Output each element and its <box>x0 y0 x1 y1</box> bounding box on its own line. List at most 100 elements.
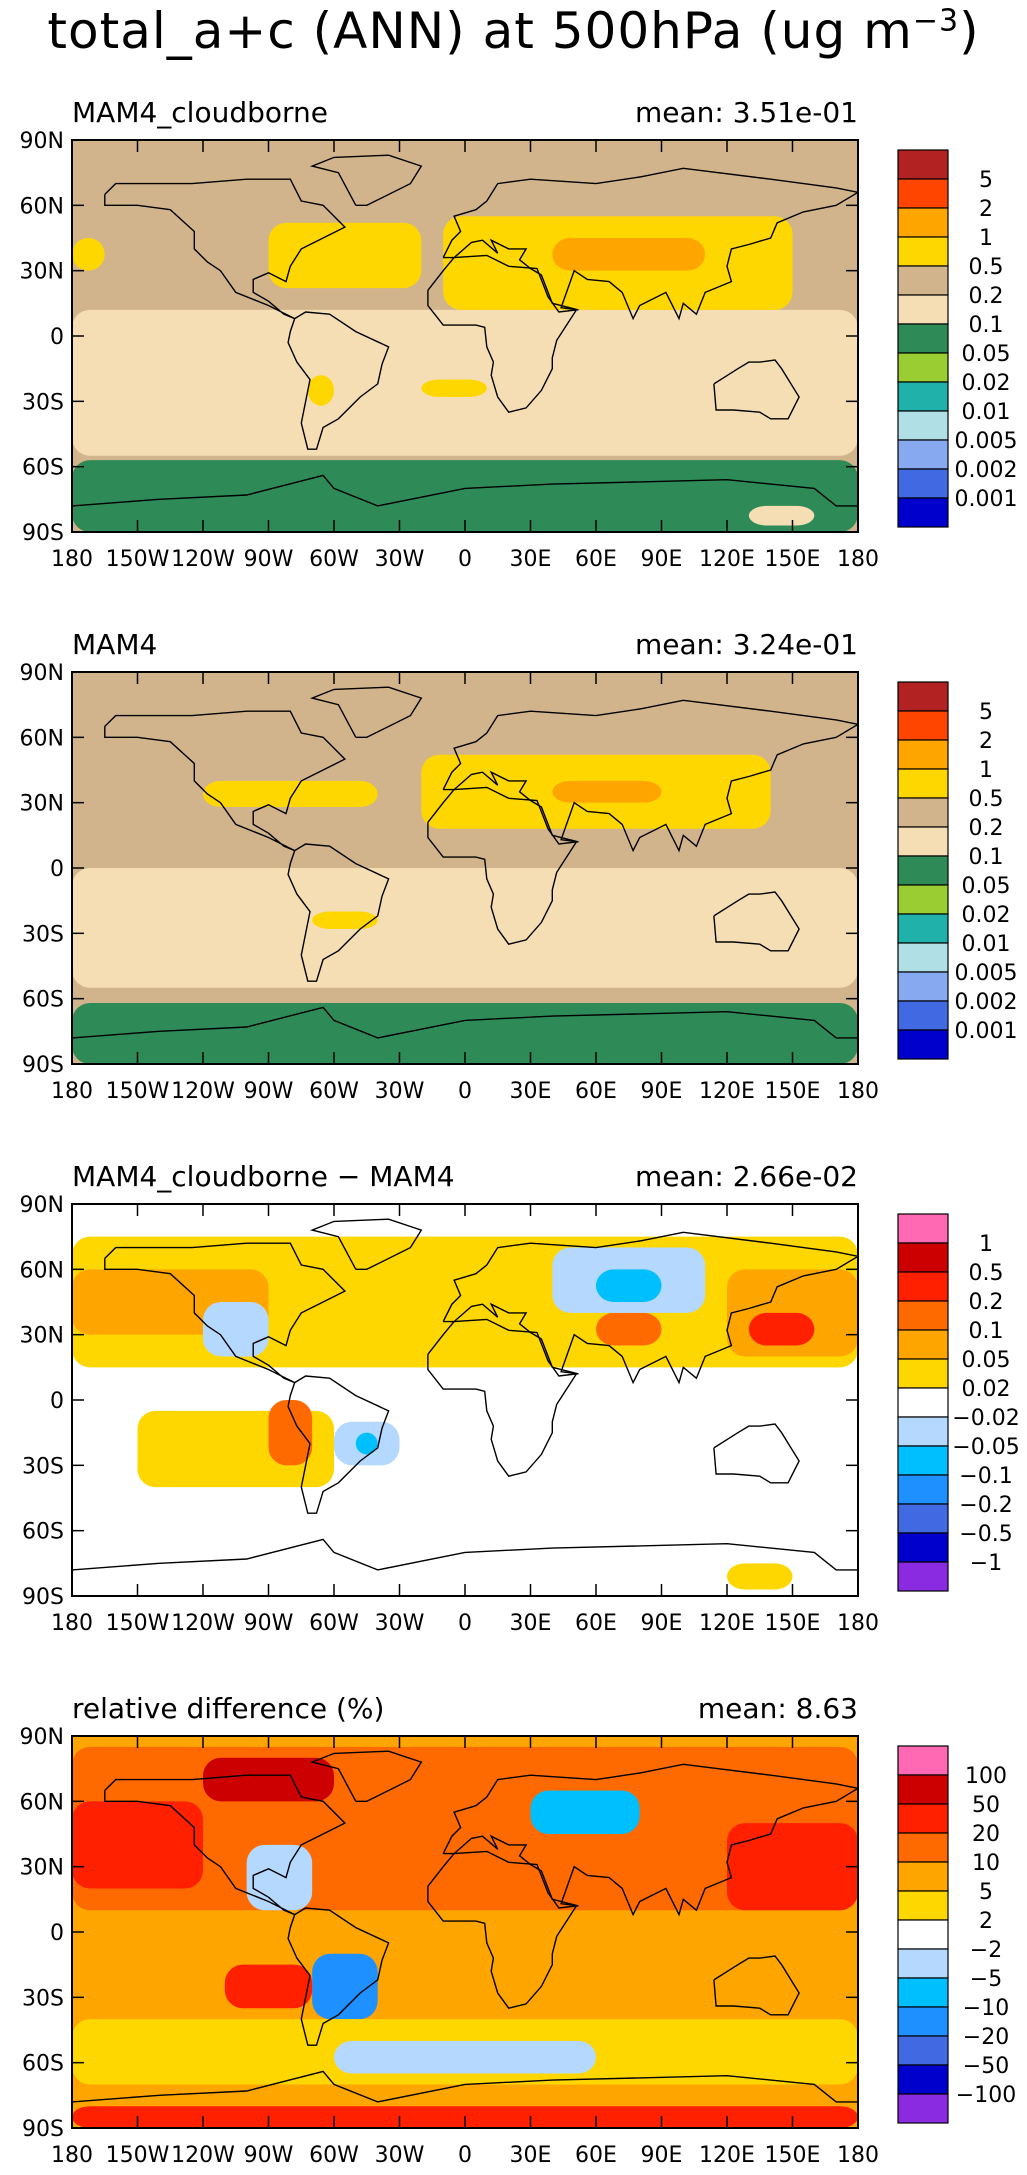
coastline <box>713 1955 800 2016</box>
x-tick-label: 90W <box>244 1611 294 1636</box>
x-tick-label: 120E <box>699 1611 755 1636</box>
panel-title: MAM4_cloudborne <box>72 96 328 129</box>
figure-title-close: ) <box>959 2 980 60</box>
coastline <box>104 1242 347 1384</box>
legend-label: 0.002 <box>955 990 1018 1015</box>
x-tick-label: 150E <box>765 1079 821 1104</box>
legend-swatch <box>897 1029 949 1060</box>
panel-mean: mean: 3.51e-01 <box>635 96 858 129</box>
legend-label: 0.005 <box>955 961 1018 986</box>
x-tick-label: 120W <box>171 547 235 572</box>
legend-label: 0.05 <box>962 874 1011 899</box>
map-field <box>72 1736 858 2128</box>
coastline <box>442 1231 858 1385</box>
legend-swatch <box>897 1890 949 1921</box>
legend-label: −0.02 <box>952 1406 1019 1431</box>
legend-label: −100 <box>956 2083 1016 2108</box>
legend-label: 0.1 <box>969 1319 1004 1344</box>
y-tick-label: 90N <box>20 661 64 686</box>
field-region <box>268 222 422 289</box>
x-tick-label: 90E <box>641 1079 683 1104</box>
legend-swatch <box>897 710 949 741</box>
panel-title: MAM4 <box>72 628 157 661</box>
legend-label: 0.01 <box>962 400 1011 425</box>
x-tick-label: 120E <box>699 547 755 572</box>
x-tick-label: 60W <box>309 547 359 572</box>
legend-swatch <box>897 1861 949 1892</box>
legend-label: 2 <box>979 197 993 222</box>
coastline <box>287 311 390 450</box>
legend-swatch <box>897 497 949 528</box>
x-tick-label: 30W <box>375 1079 425 1104</box>
legend-swatch <box>897 1416 949 1447</box>
field-region <box>268 1400 313 1466</box>
legend-label: 50 <box>972 1793 1000 1818</box>
y-tick-label: 90N <box>20 1193 64 1218</box>
legend-swatch <box>897 2064 949 2095</box>
x-tick-label: 150E <box>765 2143 821 2168</box>
field-region <box>246 1844 313 1911</box>
legend-label: 0.001 <box>955 487 1018 512</box>
legend-label: 1 <box>979 1232 993 1257</box>
legend-label: −50 <box>963 2054 1009 2079</box>
x-tick-label: 0 <box>458 547 472 572</box>
legend-label: 0.1 <box>969 845 1004 870</box>
legend-label: 1 <box>979 226 993 251</box>
y-tick-label: 90S <box>22 1585 64 1610</box>
x-tick-label: 30E <box>510 547 552 572</box>
coastline <box>309 154 423 206</box>
field-region <box>72 1801 203 1889</box>
field-region <box>552 238 706 271</box>
y-tick-label: 90N <box>20 1725 64 1750</box>
legend-label: −5 <box>970 1967 1002 1992</box>
field-region <box>203 780 378 808</box>
x-tick-label: 180 <box>837 547 879 572</box>
x-tick-label: 60W <box>309 1611 359 1636</box>
legend-swatch <box>897 1445 949 1476</box>
coastline <box>442 699 858 853</box>
legend-swatch <box>897 681 949 712</box>
y-tick-label: 60S <box>22 456 64 481</box>
legend: 5 2 1 0.5 0.2 0.1 0.05 0.02 0.01 0.005 0.002 0.001 <box>897 681 1018 1060</box>
legend-label: −20 <box>963 2025 1009 2050</box>
y-tick-label: 30N <box>20 1324 64 1349</box>
legend-swatch <box>897 265 949 296</box>
legend-swatch <box>897 1919 949 1950</box>
legend-swatch <box>897 1803 949 1834</box>
coastline <box>72 474 858 507</box>
y-tick-label: 60N <box>20 1258 64 1283</box>
coastline <box>309 1750 423 1802</box>
panel-mean: mean: 3.24e-01 <box>635 628 858 661</box>
y-tick-label: 0 <box>50 1921 64 1946</box>
x-tick-label: 180 <box>837 1079 879 1104</box>
coastline <box>309 1218 423 1270</box>
map-panel-4: relative difference (%) mean: 8.63 180 150W… <box>20 1692 1017 2168</box>
legend-label: −0.5 <box>959 1522 1012 1547</box>
y-tick-label: 90S <box>22 521 64 546</box>
x-tick-label: 30E <box>510 1611 552 1636</box>
y-tick-label: 90N <box>20 129 64 154</box>
x-tick-label: 90E <box>641 2143 683 2168</box>
legend-label: 0.5 <box>969 255 1004 280</box>
legend-label: 0.02 <box>962 371 1011 396</box>
map-field <box>72 1204 858 1596</box>
x-tick-label: 150W <box>106 1611 170 1636</box>
coastline <box>72 1006 858 1039</box>
legend-label: 0.002 <box>955 458 1018 483</box>
x-tick-label: 180 <box>51 1611 93 1636</box>
x-tick-label: 90E <box>641 547 683 572</box>
x-tick-label: 180 <box>51 547 93 572</box>
x-tick-label: 150W <box>106 1079 170 1104</box>
x-tick-label: 120W <box>171 1079 235 1104</box>
legend-swatch <box>897 468 949 499</box>
field-region <box>334 2040 596 2074</box>
legend-swatch <box>897 855 949 886</box>
y-tick-label: 60S <box>22 988 64 1013</box>
y-tick-label: 30N <box>20 1856 64 1881</box>
field-region <box>312 1953 378 2020</box>
legend-swatch <box>897 1329 949 1360</box>
legend-swatch <box>897 797 949 828</box>
x-tick-label: 60E <box>575 1079 617 1104</box>
x-tick-label: 120E <box>699 1079 755 1104</box>
